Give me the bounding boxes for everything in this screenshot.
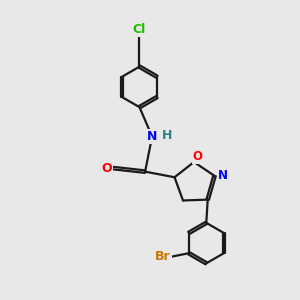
- Text: O: O: [193, 150, 202, 163]
- Text: N: N: [218, 169, 228, 182]
- Text: N: N: [147, 130, 157, 143]
- Text: O: O: [101, 162, 112, 175]
- Text: Br: Br: [155, 250, 171, 263]
- Text: H: H: [162, 129, 173, 142]
- Text: Cl: Cl: [133, 23, 146, 36]
